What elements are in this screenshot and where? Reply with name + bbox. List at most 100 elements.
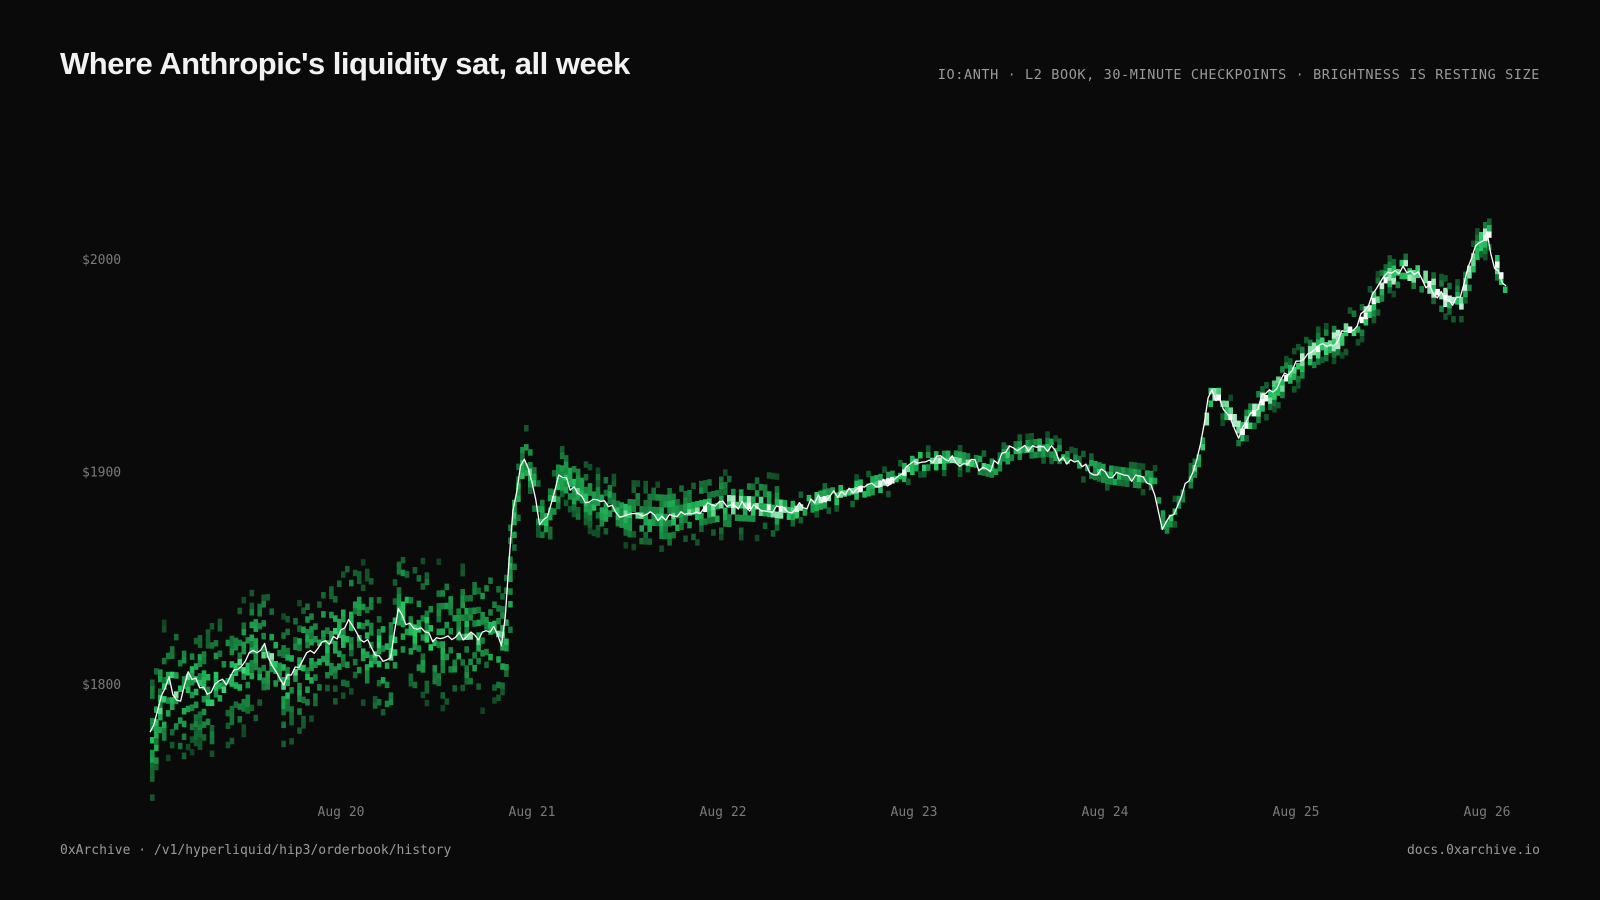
heatmap-cell [540, 506, 545, 513]
heatmap-cell [1256, 416, 1261, 423]
heatmap-cell [1391, 278, 1397, 285]
heatmap-cell [1363, 319, 1369, 326]
heatmap-cell [504, 664, 509, 671]
heatmap-cell [1033, 439, 1038, 446]
heatmap-cell [874, 481, 879, 488]
heatmap-cell [281, 613, 286, 620]
heatmap-cell [1232, 420, 1237, 427]
heatmap-cell [516, 514, 521, 522]
heatmap-cell [1359, 304, 1365, 311]
heatmap-cell [1220, 419, 1225, 427]
heatmap-cell [201, 683, 207, 690]
heatmap-cell [229, 712, 235, 719]
heatmap-cell [786, 513, 792, 520]
heatmap-cell [723, 513, 728, 521]
heatmap-cell [699, 512, 704, 520]
heatmap-cell [281, 683, 286, 690]
heatmap-cell [555, 464, 561, 471]
heatmap-cell [1323, 348, 1329, 355]
heatmap-cell [1264, 414, 1269, 421]
heatmap-cell [631, 486, 637, 493]
heatmap-cell [1292, 373, 1297, 380]
heatmap-cell [376, 616, 382, 623]
heatmap-cell [189, 704, 195, 711]
heatmap-cell [500, 593, 505, 600]
heatmap-cell [583, 486, 589, 494]
heatmap-cell [496, 618, 501, 625]
x-tick-label: Aug 26 [1464, 805, 1511, 820]
heatmap-cell [408, 616, 414, 623]
heatmap-cell [774, 511, 780, 519]
heatmap-cell [1224, 413, 1229, 420]
heatmap-cell [1128, 461, 1134, 469]
heatmap-cell [723, 469, 728, 476]
heatmap-cell [456, 653, 461, 660]
heatmap-cell [345, 680, 350, 688]
heatmap-cell [910, 462, 915, 469]
heatmap-cell [1351, 329, 1357, 337]
heatmap-cell [1260, 398, 1265, 406]
heatmap-cell [480, 618, 485, 625]
heatmap-cell [587, 527, 593, 535]
heatmap-cell [1288, 371, 1293, 378]
heatmap-cell [599, 494, 605, 501]
heatmap-cell [1148, 470, 1154, 478]
heatmap-cell [201, 734, 207, 741]
heatmap-cell [723, 488, 728, 495]
heatmap-cell [766, 491, 772, 498]
heatmap-cell [675, 499, 680, 506]
heatmap-cell [368, 654, 374, 662]
heatmap-cell [1315, 358, 1321, 365]
heatmap-cell [472, 582, 477, 589]
footer-site-link[interactable]: docs.0xarchive.io [1406, 843, 1540, 858]
heatmap-cell [201, 721, 207, 728]
heatmap-cell [150, 775, 155, 782]
heatmap-cell [1459, 296, 1464, 304]
heatmap-cell [480, 592, 485, 600]
heatmap-cell [205, 635, 211, 643]
heatmap-cell [623, 542, 629, 549]
heatmap-cell [766, 510, 772, 517]
heatmap-cells [150, 218, 1508, 801]
heatmap-cell [1300, 353, 1305, 360]
heatmap-cell [738, 489, 744, 496]
heatmap-cell [770, 530, 776, 537]
heatmap-cell [424, 623, 430, 630]
heatmap-cell [372, 657, 378, 665]
heatmap-cell [305, 699, 310, 706]
heatmap-cell [189, 672, 195, 679]
heatmap-cell [165, 754, 171, 762]
heatmap-cell [253, 619, 259, 626]
heatmap-cell [941, 469, 947, 477]
x-tick-label: Aug 21 [509, 805, 556, 820]
heatmap-cell [898, 472, 903, 480]
heatmap-cell [436, 679, 442, 687]
heatmap-cell [746, 515, 752, 522]
heatmap-cell [953, 450, 959, 457]
heatmap-cell [197, 737, 203, 744]
heatmap-cell [368, 629, 374, 636]
heatmap-cell [1403, 253, 1408, 261]
heatmap-cell [396, 593, 402, 601]
heatmap-cell [1471, 240, 1476, 247]
heatmap-cell [197, 635, 203, 642]
heatmap-cell [1463, 278, 1468, 285]
heatmap-cell [249, 672, 255, 680]
heatmap-cell [1319, 343, 1325, 351]
heatmap-cell [579, 477, 585, 485]
heatmap-cell [356, 666, 362, 674]
heatmap-cell [663, 501, 668, 508]
heatmap-cell [309, 715, 314, 722]
heatmap-cell [329, 630, 334, 638]
heatmap-cell [679, 517, 684, 524]
heatmap-cell [1439, 305, 1444, 313]
heatmap-cell [158, 675, 163, 683]
heatmap-cell [508, 588, 513, 595]
heatmap-cell [217, 695, 223, 702]
heatmap-cell [360, 648, 366, 655]
heatmap-cell [1335, 329, 1341, 337]
heatmap-cell [727, 495, 732, 502]
heatmap-cell [329, 592, 334, 600]
heatmap-cell [368, 578, 374, 585]
heatmap-cell [181, 752, 187, 760]
